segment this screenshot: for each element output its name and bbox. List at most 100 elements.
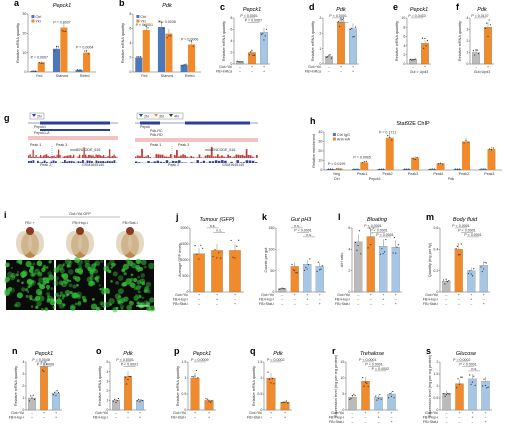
gfp-signal: [16, 279, 20, 283]
data-point: [189, 40, 191, 42]
p-value: P < 0.0001: [329, 14, 346, 18]
data-point: [331, 168, 334, 170]
condition-mark: +: [382, 298, 384, 302]
marker-label: 4N: [174, 115, 179, 119]
data-point: [382, 168, 384, 170]
bar: [337, 22, 345, 65]
data-point: [458, 254, 460, 256]
panel-a: a Pepck1 0 10 20 30 Relative mRNA quantity Fed S…: [14, 0, 96, 78]
chip-signal-bar: [107, 155, 109, 158]
data-point: [463, 142, 465, 144]
data-point: [486, 22, 488, 24]
gfp-signal: [47, 295, 50, 298]
condition-mark: –: [281, 293, 283, 297]
gfp-signal: [90, 263, 97, 269]
data-point: [397, 244, 399, 246]
data-point: [355, 168, 357, 170]
gfp-signal: [145, 286, 149, 290]
y-tick-label: 0: [436, 408, 438, 412]
gfp-signal: [57, 294, 61, 299]
condition-mark: –: [216, 302, 218, 306]
gfp-signal: [50, 298, 55, 302]
data-point: [445, 278, 447, 280]
data-point: [117, 397, 120, 400]
gfp-signal: [38, 277, 44, 283]
condition-label: FB>Hop-i: [259, 298, 274, 302]
y-tick-label: 4: [403, 44, 405, 48]
data-point: [271, 377, 273, 380]
y-tick-label: 2: [436, 360, 438, 364]
data-point: [387, 135, 389, 137]
p-value: P = 0.0038: [158, 20, 175, 24]
gfp-signal: [77, 300, 82, 305]
chip-signal-bar: [245, 160, 249, 163]
y-tick-label: 150: [268, 226, 274, 230]
chip-signal-bar: [116, 157, 118, 158]
chip-signal-bar: [184, 155, 186, 158]
gfp-signal: [129, 300, 134, 306]
condition-mark: –: [306, 302, 308, 306]
data-point: [263, 39, 265, 41]
condition-mark: +: [377, 411, 379, 415]
bar: [204, 400, 214, 411]
gfp-signal: [130, 273, 134, 277]
data-point: [234, 257, 236, 259]
data-point: [252, 54, 254, 56]
condition-label: Gut>Yki: [425, 293, 438, 297]
data-point: [202, 247, 204, 249]
y-tick-label: 0: [348, 290, 350, 294]
data-point: [470, 273, 472, 275]
data-point: [208, 400, 210, 402]
y-tick-label: 2: [319, 32, 321, 36]
data-point: [472, 50, 474, 52]
chip-signal-bar: [38, 156, 40, 158]
data-point: [145, 25, 147, 27]
data-point: [411, 59, 413, 61]
y-axis-label: Relative mRNA quantity: [395, 21, 399, 61]
data-point: [456, 245, 458, 247]
panel-letter: l: [338, 212, 341, 222]
gfp-signal: [18, 259, 23, 264]
chip-signal-bar: [53, 155, 55, 158]
data-point: [42, 62, 44, 64]
panel-title: Bloating: [367, 217, 388, 223]
chip-signal-bar: [97, 154, 99, 158]
chip-signal-bar: [47, 155, 49, 158]
chip-signal-bar: [237, 154, 240, 158]
condition-mark: –: [395, 298, 397, 302]
condition-mark: +: [234, 293, 236, 297]
data-point: [329, 168, 332, 170]
condition-mark: +: [340, 65, 342, 69]
condition-label: FB>Stat-i: [423, 302, 438, 306]
data-point: [461, 376, 463, 378]
chip-signal-bar: [200, 157, 203, 158]
data-point: [383, 251, 386, 253]
gfp-signal: [87, 266, 92, 272]
chip-signal-bar: [145, 156, 148, 158]
fly-image: [116, 227, 144, 258]
data-point: [292, 269, 294, 271]
y-tick-label: 30: [22, 12, 26, 16]
gfp-signal: [35, 295, 41, 302]
gfp-signal: [141, 296, 144, 300]
condition-mark: +: [306, 293, 308, 297]
gfp-signal: [21, 270, 28, 277]
data-point: [354, 241, 357, 244]
gfp-signal: [121, 282, 126, 287]
chip-signal-bar: [37, 157, 39, 158]
data-point: [460, 243, 462, 245]
panel-title: Body fluid: [453, 217, 478, 223]
condition-label: Gut>Yki: [175, 293, 188, 297]
gfp-signal: [9, 274, 16, 281]
gfp-signal: [48, 274, 55, 281]
y-axis-label: Average GFP levels: [178, 243, 182, 277]
chip-signal-bar: [255, 154, 258, 158]
gfp-signal: [137, 290, 141, 294]
data-point: [260, 33, 262, 35]
data-point: [474, 384, 476, 386]
chip-signal-bar: [162, 162, 166, 163]
data-point: [143, 24, 146, 26]
x-axis-label: Gut>Upd3: [474, 70, 490, 74]
data-point: [162, 27, 164, 29]
